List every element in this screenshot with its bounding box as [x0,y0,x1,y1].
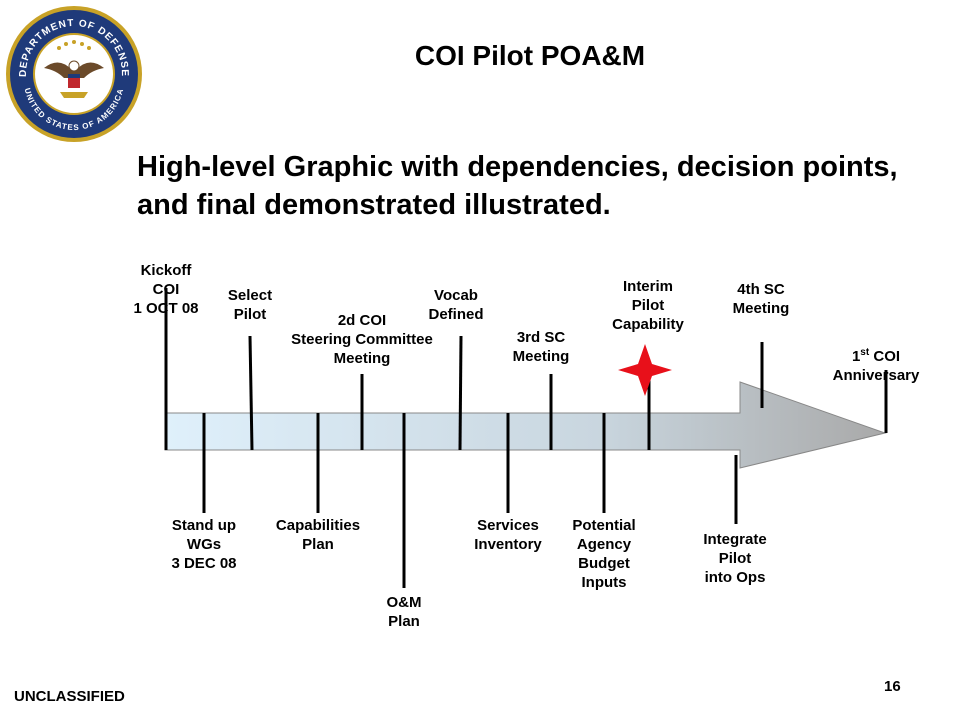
milestone-2d-coi-label: 2d COI Steering Committee Meeting [291,312,433,367]
milestone-kickoff-label: Kickoff COI 1 OCT 08 [133,262,199,317]
classification-label: UNCLASSIFIED [14,688,125,705]
milestone-anniversary-label: 1st COI Anniversary [832,347,920,384]
milestone-capabilities-label: Capabilities Plan [275,517,361,553]
timeline-arrow [164,381,887,469]
milestone-4th-sc-label: 4th SC Meeting [732,281,790,317]
milestone-3rd-sc-label: 3rd SC Meeting [512,329,570,365]
page-number: 16 [884,678,901,695]
page-subtitle: High-level Graphic with dependencies, de… [137,151,898,221]
eagle-icon [44,60,104,98]
milestone-services-label: Services Inventory [474,517,542,553]
decision-star-icon [618,344,672,396]
milestone-line-vocab [458,335,463,451]
milestone-interim-label: Interim Pilot Capability [612,278,684,333]
milestone-budget-label: Potential Agency Budget Inputs [572,517,636,591]
milestone-stand-up-label: Stand up WGs 3 DEC 08 [171,517,237,572]
dod-seal: DEPARTMENT OF DEFENSE UNITED STATES OF A… [4,4,144,144]
milestone-line-select-pilot [248,335,254,451]
milestone-select-pilot-label: Select Pilot [227,287,273,323]
milestone-integrate-label: Integrate Pilot into Ops [703,531,767,586]
milestone-vocab-label: Vocab Defined [428,287,484,323]
milestone-om-label: O&M Plan [386,594,422,630]
page-title: COI Pilot POA&M [414,40,646,71]
